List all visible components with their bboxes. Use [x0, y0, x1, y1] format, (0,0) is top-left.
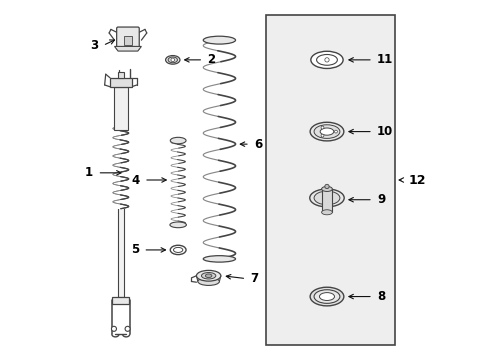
Bar	[124, 36, 131, 45]
Bar	[112, 297, 129, 304]
Ellipse shape	[196, 270, 221, 281]
Ellipse shape	[320, 128, 333, 135]
Ellipse shape	[313, 290, 339, 303]
Ellipse shape	[313, 125, 339, 138]
Ellipse shape	[170, 137, 185, 144]
Bar	[110, 78, 131, 87]
Circle shape	[125, 326, 130, 331]
Ellipse shape	[173, 247, 183, 252]
Text: 6: 6	[254, 138, 262, 150]
Ellipse shape	[316, 54, 337, 65]
Ellipse shape	[309, 122, 343, 141]
Bar	[114, 87, 127, 130]
Ellipse shape	[169, 222, 186, 228]
Text: 11: 11	[376, 53, 393, 66]
Ellipse shape	[203, 36, 235, 44]
Ellipse shape	[321, 186, 332, 192]
Bar	[321, 189, 332, 212]
Text: 12: 12	[408, 174, 426, 186]
Bar	[170, 137, 185, 230]
Ellipse shape	[319, 293, 334, 301]
Bar	[112, 126, 129, 209]
FancyBboxPatch shape	[117, 27, 139, 50]
Text: 5: 5	[131, 243, 139, 256]
Text: 7: 7	[250, 272, 258, 285]
Circle shape	[171, 58, 174, 62]
Text: 4: 4	[131, 174, 140, 186]
Ellipse shape	[168, 57, 177, 63]
Circle shape	[334, 130, 337, 133]
Ellipse shape	[198, 278, 219, 285]
Circle shape	[324, 58, 328, 62]
Bar	[202, 37, 236, 262]
Ellipse shape	[321, 210, 332, 215]
Circle shape	[111, 326, 116, 331]
Ellipse shape	[170, 245, 185, 255]
Ellipse shape	[203, 256, 235, 262]
Text: 3: 3	[90, 39, 98, 52]
Ellipse shape	[165, 55, 180, 64]
Circle shape	[321, 134, 323, 137]
Text: 8: 8	[376, 290, 385, 303]
Bar	[265, 15, 394, 345]
Ellipse shape	[205, 274, 211, 278]
Text: 9: 9	[376, 193, 385, 206]
Circle shape	[324, 184, 328, 189]
Polygon shape	[114, 46, 141, 51]
Ellipse shape	[309, 287, 343, 306]
Ellipse shape	[313, 191, 339, 205]
Ellipse shape	[309, 189, 344, 207]
Bar	[118, 72, 123, 78]
Circle shape	[321, 126, 323, 129]
Bar	[118, 166, 123, 297]
Text: 1: 1	[85, 166, 93, 179]
Text: 10: 10	[376, 125, 393, 138]
Text: 2: 2	[207, 53, 215, 66]
Ellipse shape	[310, 51, 343, 68]
Ellipse shape	[201, 273, 215, 279]
